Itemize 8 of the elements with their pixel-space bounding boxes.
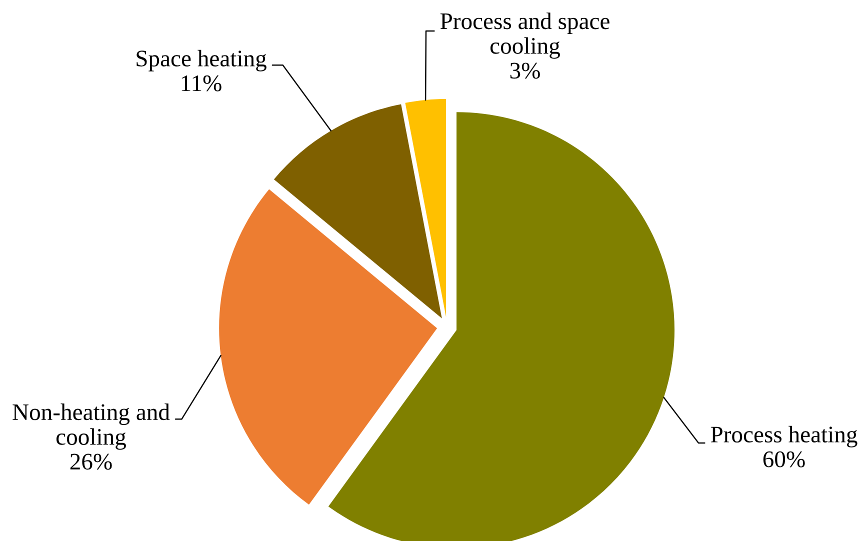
slice-label: Process heating [710, 426, 858, 448]
data-label: 26% [70, 454, 112, 470]
data-label: 11% [182, 75, 222, 92]
data-label: 60% [763, 451, 805, 468]
slice-label: Process and space cooling [440, 12, 610, 59]
slice-label: Space heating [136, 50, 266, 72]
data-label: 3% [510, 62, 540, 79]
slice-label: Non-heating and cooling [12, 404, 170, 450]
